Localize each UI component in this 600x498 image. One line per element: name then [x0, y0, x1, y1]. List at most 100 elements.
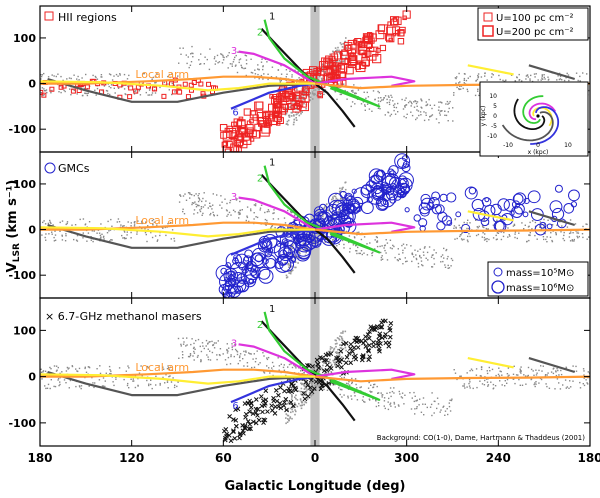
- co-emission-point: [159, 382, 161, 385]
- co-emission-point: [232, 209, 235, 211]
- co-emission-point: [119, 73, 121, 75]
- hii-region-marker: [152, 86, 158, 92]
- gmc-marker: [242, 255, 254, 266]
- co-emission-point: [268, 367, 270, 369]
- co-emission-point: [321, 369, 324, 371]
- maser-marker: [383, 332, 388, 337]
- co-emission-point: [234, 343, 236, 346]
- co-emission-point: [470, 368, 473, 370]
- gmc-marker: [219, 273, 236, 291]
- co-emission-point: [243, 67, 245, 70]
- co-emission-point: [219, 348, 222, 350]
- co-emission-point: [290, 111, 293, 114]
- co-emission-point: [384, 249, 386, 252]
- co-emission-point: [386, 102, 388, 104]
- hii-region-marker: [234, 139, 241, 147]
- co-emission-point: [366, 254, 369, 256]
- co-emission-point: [70, 77, 72, 80]
- co-emission-point: [115, 73, 118, 76]
- co-emission-point: [226, 215, 228, 217]
- gmc-marker: [484, 197, 490, 203]
- co-emission-point: [323, 208, 325, 210]
- co-emission-point: [556, 367, 558, 370]
- co-emission-point: [193, 350, 195, 353]
- co-emission-point: [530, 368, 533, 371]
- co-emission-point: [518, 232, 520, 234]
- co-emission-point: [43, 90, 46, 92]
- co-emission-point: [285, 413, 288, 415]
- co-emission-point: [295, 113, 298, 116]
- co-emission-point: [419, 111, 422, 113]
- maser-marker: [258, 394, 264, 399]
- co-emission-point: [360, 103, 363, 105]
- co-emission-point: [586, 223, 588, 226]
- co-emission-point: [535, 383, 537, 385]
- co-emission-point: [576, 232, 578, 234]
- co-emission-point: [411, 253, 413, 255]
- co-emission-point: [338, 209, 340, 211]
- co-emission-point: [305, 246, 308, 248]
- hii-region-marker: [377, 24, 386, 32]
- co-emission-point: [104, 385, 106, 388]
- co-emission-point: [463, 79, 465, 81]
- co-emission-point: [466, 386, 468, 388]
- hii-region-marker: [40, 89, 44, 95]
- co-emission-point: [283, 364, 285, 366]
- hii-region-marker: [255, 101, 264, 110]
- co-emission-point: [556, 224, 558, 226]
- co-emission-point: [566, 226, 569, 228]
- co-emission-point: [556, 378, 559, 380]
- background-credit: Background: CO(1-0), Dame, Hartmann & Th…: [377, 434, 585, 442]
- co-emission-point: [110, 74, 112, 76]
- co-emission-point: [526, 240, 528, 243]
- co-emission-point: [436, 397, 439, 399]
- co-emission-point: [289, 70, 291, 72]
- co-emission-point: [387, 408, 390, 411]
- co-emission-point: [283, 217, 286, 219]
- maser-marker: [303, 379, 309, 385]
- co-emission-point: [342, 60, 345, 63]
- co-emission-point: [579, 381, 581, 384]
- co-emission-point: [118, 221, 121, 223]
- co-emission-point: [188, 66, 190, 69]
- co-emission-point: [507, 375, 509, 377]
- co-emission-point: [518, 79, 521, 81]
- co-emission-point: [41, 74, 43, 76]
- gmc-marker: [311, 237, 322, 248]
- co-emission-point: [393, 106, 395, 108]
- co-emission-point: [356, 231, 358, 234]
- co-emission-point: [178, 201, 181, 203]
- co-emission-point: [558, 374, 560, 376]
- maser-marker: [372, 327, 378, 333]
- co-emission-point: [326, 381, 328, 384]
- inset-galactic-center: [536, 114, 540, 118]
- co-emission-point: [105, 372, 107, 374]
- co-emission-point: [291, 74, 293, 76]
- co-emission-point: [286, 73, 288, 75]
- hii-region-marker: [206, 81, 212, 87]
- co-emission-point: [230, 355, 232, 358]
- co-emission-point: [55, 75, 57, 78]
- co-emission-point: [340, 43, 343, 46]
- co-emission-point: [520, 372, 522, 374]
- co-emission-point: [466, 88, 468, 91]
- maser-marker: [243, 414, 248, 420]
- co-emission-point: [513, 365, 515, 367]
- co-emission-point: [366, 91, 368, 94]
- maser-marker: [302, 396, 308, 402]
- co-emission-point: [431, 392, 433, 394]
- maser-marker: [262, 403, 267, 408]
- co-emission-point: [246, 362, 249, 364]
- co-emission-point: [508, 234, 510, 236]
- co-emission-point: [153, 221, 156, 223]
- co-emission-point: [96, 87, 99, 90]
- co-emission-point: [341, 356, 343, 358]
- co-emission-point: [228, 347, 230, 349]
- maser-marker: [305, 383, 311, 388]
- co-emission-point: [514, 382, 516, 385]
- co-emission-point: [205, 200, 207, 202]
- co-emission-point: [176, 385, 178, 388]
- maser-marker: [311, 386, 317, 391]
- co-emission-point: [141, 374, 143, 377]
- co-emission-point: [296, 387, 298, 389]
